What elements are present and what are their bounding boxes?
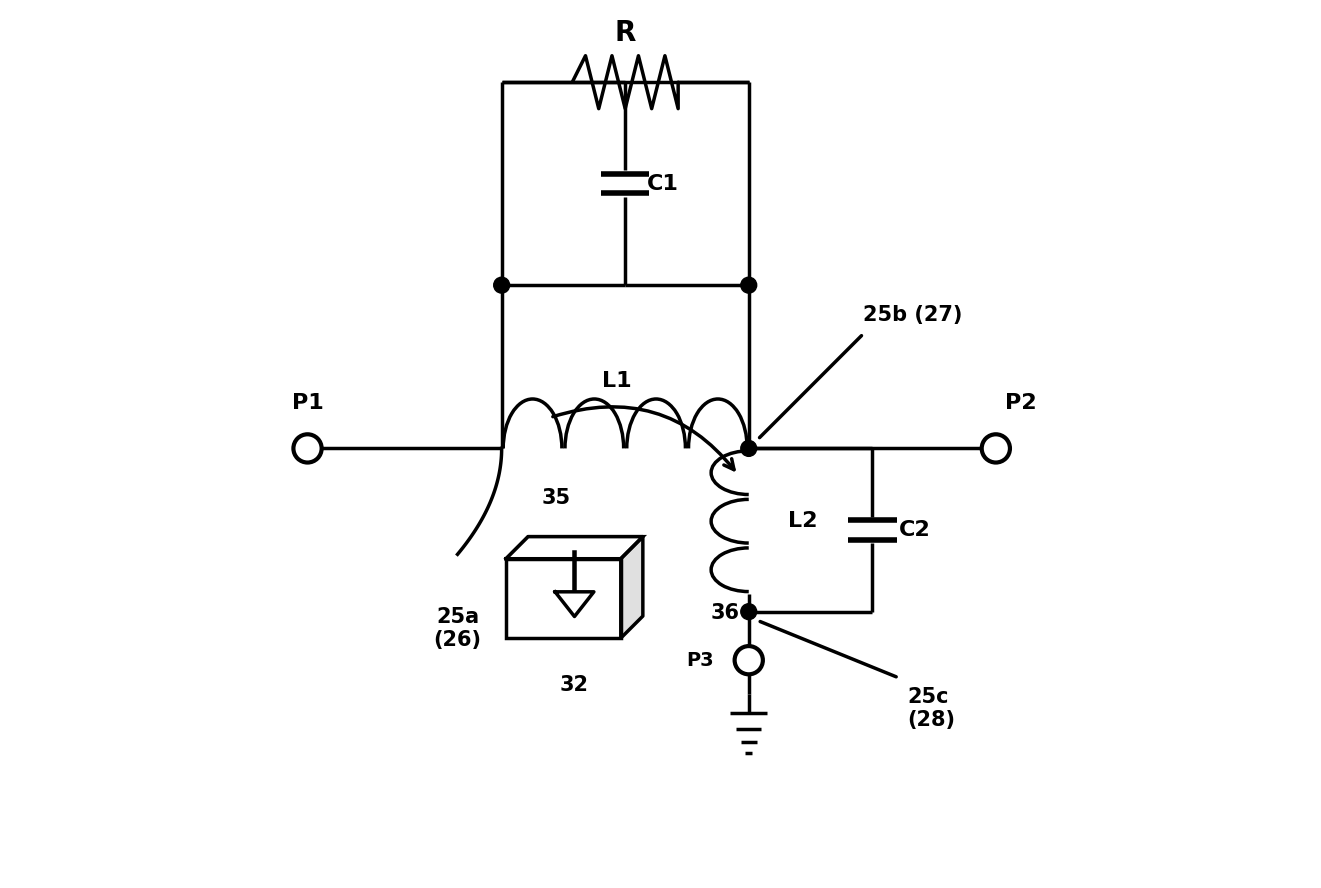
- Text: P2: P2: [1005, 393, 1036, 413]
- Circle shape: [741, 604, 757, 620]
- Polygon shape: [555, 591, 594, 616]
- Text: R: R: [614, 19, 635, 47]
- Text: P1: P1: [292, 393, 324, 413]
- Text: 32: 32: [560, 675, 589, 695]
- FancyBboxPatch shape: [506, 559, 621, 638]
- Text: L1: L1: [601, 371, 631, 391]
- Circle shape: [741, 277, 757, 293]
- Text: L2: L2: [789, 511, 818, 531]
- Text: C2: C2: [898, 520, 930, 540]
- Text: 25a
(26): 25a (26): [433, 607, 482, 650]
- Polygon shape: [621, 536, 643, 638]
- Text: 35: 35: [542, 488, 571, 508]
- Text: P3: P3: [686, 651, 713, 670]
- Text: 25c
(28): 25c (28): [908, 686, 955, 730]
- Circle shape: [741, 440, 757, 456]
- Text: 36: 36: [711, 603, 740, 622]
- Text: 25b (27): 25b (27): [864, 305, 963, 325]
- Polygon shape: [506, 536, 643, 559]
- Text: C1: C1: [647, 174, 679, 194]
- Circle shape: [494, 277, 510, 293]
